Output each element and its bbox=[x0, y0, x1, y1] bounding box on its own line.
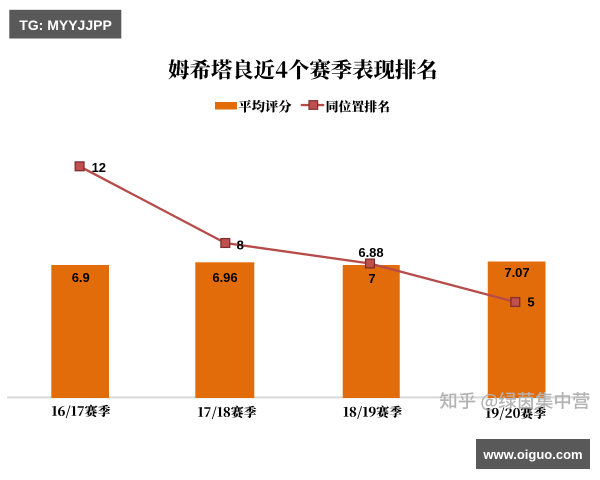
svg-text:7: 7 bbox=[368, 271, 375, 286]
svg-text:7.07: 7.07 bbox=[504, 265, 529, 280]
svg-text:5: 5 bbox=[527, 295, 534, 310]
svg-text:6.9: 6.9 bbox=[72, 270, 90, 285]
svg-text:12: 12 bbox=[92, 160, 106, 175]
svg-text:TG: MYYJJPP: TG: MYYJJPP bbox=[19, 17, 112, 33]
svg-text:6.96: 6.96 bbox=[212, 270, 237, 285]
svg-text:6.88: 6.88 bbox=[358, 245, 383, 260]
svg-text:8: 8 bbox=[237, 238, 244, 253]
svg-text:www.oiguo.com: www.oiguo.com bbox=[482, 447, 582, 462]
